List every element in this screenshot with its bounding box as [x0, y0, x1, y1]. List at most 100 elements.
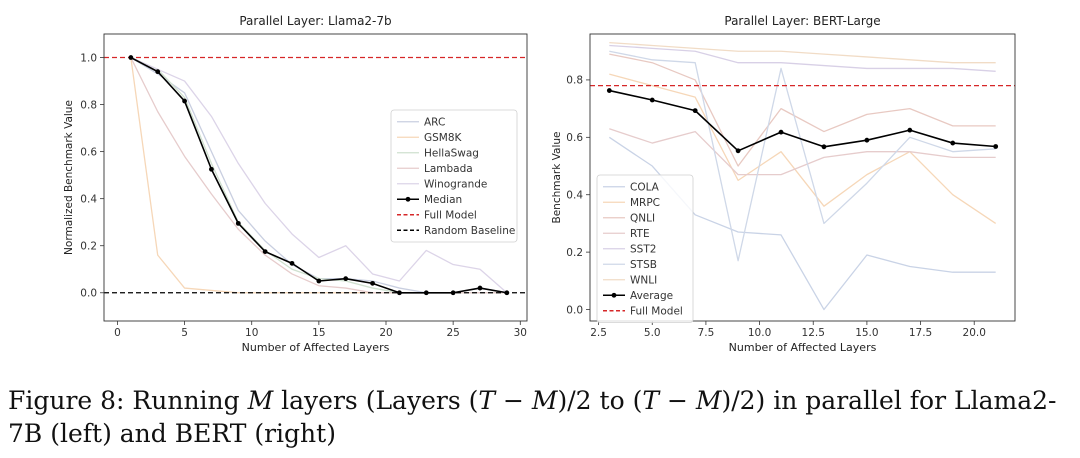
caption-mid2: )/2 to (	[557, 386, 643, 415]
series-point-median	[343, 276, 349, 282]
y-tick-label: 0.2	[566, 247, 583, 259]
y-tick-label: 1.0	[80, 52, 97, 64]
plot-frame	[589, 33, 1016, 322]
legend-label-full-model: Full Model	[630, 305, 683, 317]
y-tick-label: 0.6	[566, 132, 583, 144]
x-tick-label: 10.0	[748, 327, 771, 339]
series-point-average	[950, 140, 956, 146]
series-point-median	[235, 220, 241, 226]
legend-label-hellaswag: HellaSwag	[424, 147, 479, 159]
series-point-median	[504, 290, 510, 296]
series-line-winogrande	[130, 56, 508, 294]
x-tick-label: 5	[181, 327, 188, 339]
y-axis-label: Normalized Benchmark Value	[63, 100, 75, 255]
x-axis-label: Number of Affected Layers	[729, 341, 877, 354]
series-point-median	[262, 249, 268, 255]
series-point-median	[316, 278, 322, 284]
series-point-average	[692, 108, 698, 114]
y-tick-label: 0.0	[566, 304, 583, 316]
legend-label-mrpc: MRPC	[630, 197, 660, 209]
legend-marker-median	[405, 196, 411, 202]
caption-mid1: layers (Layers (	[273, 386, 479, 415]
x-tick-label: 15	[312, 327, 325, 339]
caption-var-m1: M	[531, 386, 558, 415]
caption-minus2: −	[659, 386, 696, 415]
chart-llama2-7b: Parallel Layer: Llama2-7b 0 5 10 15 20 25 30 0.0…	[63, 14, 528, 354]
series-line-rte	[609, 128, 996, 176]
legend-label-winogrande: Winogrande	[424, 178, 487, 190]
legend-label-cola: COLA	[630, 181, 660, 193]
figure-caption: Figure 8: Running M layers (Layers (T − …	[8, 384, 1078, 450]
series-point-median	[155, 69, 161, 75]
series-point-median	[370, 280, 375, 286]
y-tick-label: 0.8	[80, 99, 97, 111]
legend-box	[390, 109, 518, 243]
series-point-average	[864, 137, 870, 143]
y-tick-label: 0.2	[80, 241, 97, 253]
legend-label-lambada: Lambada	[424, 163, 473, 175]
x-tick-label: 20	[379, 327, 392, 339]
plot-frame	[103, 33, 528, 322]
x-tick-label: 17.5	[909, 327, 932, 339]
x-tick-label: 12.5	[802, 327, 825, 339]
y-tick-label: 0.4	[566, 190, 583, 202]
series-point-median	[423, 290, 429, 296]
y-tick-label: 0.6	[80, 146, 97, 158]
chart-bert-large: Parallel Layer: BERT-Large 2.5 5.0 7.5 10.0 1…	[551, 14, 1016, 354]
legend-label-gsm8k: GSM8K	[424, 132, 463, 144]
x-tick-label: 30	[514, 327, 527, 339]
y-tick-label: 0.8	[566, 75, 583, 87]
caption-minus1: −	[495, 386, 532, 415]
legend-label-average: Average	[630, 290, 673, 302]
figure-charts: Parallel Layer: Llama2-7b 0 5 10 15 20 25 30 0.0…	[63, 14, 1016, 354]
caption-var-m: M	[247, 386, 274, 415]
x-tick-label: 2.5	[590, 327, 607, 339]
x-tick-label: 15.0	[855, 327, 878, 339]
x-tick-label: 25	[446, 327, 459, 339]
legend-label-median: Median	[424, 194, 462, 206]
x-tick-label: 5.0	[644, 327, 661, 339]
x-axis-label: Number of Affected Layers	[242, 341, 390, 354]
legend-label-sst2: SST2	[630, 243, 656, 255]
x-tick-label: 10	[245, 327, 258, 339]
chart-title: Parallel Layer: Llama2-7b	[239, 14, 391, 28]
x-tick-label: 0	[114, 327, 121, 339]
series-line-wnli	[609, 41, 996, 64]
series-point-median	[450, 290, 456, 296]
legend-marker-average	[611, 292, 617, 298]
chart-title: Parallel Layer: BERT-Large	[724, 14, 880, 28]
legend-label-rte: RTE	[630, 228, 650, 240]
series-point-median	[289, 260, 295, 266]
series-point-average	[735, 148, 741, 154]
series-line-sst2	[609, 44, 996, 72]
series-point-average	[821, 144, 827, 150]
series-line-mrpc	[609, 73, 997, 224]
series-line-qnli	[609, 53, 996, 167]
caption-var-m2: M	[695, 386, 722, 415]
y-tick-label: 0.0	[80, 288, 97, 300]
series-point-median	[128, 55, 134, 60]
legend-label-full-model: Full Model	[424, 209, 477, 221]
x-tick-label: 7.5	[698, 327, 715, 339]
legend-label-random-baseline: Random Baseline	[424, 225, 515, 237]
caption-suffix: )/2) in parallel for Llama2-7B (left) an…	[8, 386, 1057, 448]
y-tick-label: 0.4	[80, 193, 97, 205]
series-point-average	[993, 144, 999, 149]
legend-label-stsb: STSB	[630, 259, 657, 271]
series-point-average	[649, 97, 655, 103]
legend-label-wnli: WNLI	[630, 274, 657, 286]
series-line-stsb	[609, 50, 996, 262]
legend-box	[596, 174, 694, 323]
legend-label-qnli: QNLI	[630, 212, 655, 224]
series-point-median	[209, 166, 214, 172]
series-point-median	[397, 290, 402, 296]
series-point-average	[778, 129, 784, 135]
series-point-average	[907, 127, 913, 133]
x-tick-label: 20.0	[963, 327, 986, 339]
caption-prefix: Figure 8: Running	[8, 386, 248, 415]
caption-var-t2: T	[642, 386, 660, 415]
series-point-median	[477, 285, 483, 291]
series-point-median	[182, 98, 187, 104]
series-point-average	[606, 88, 612, 93]
caption-var-t1: T	[478, 386, 496, 415]
